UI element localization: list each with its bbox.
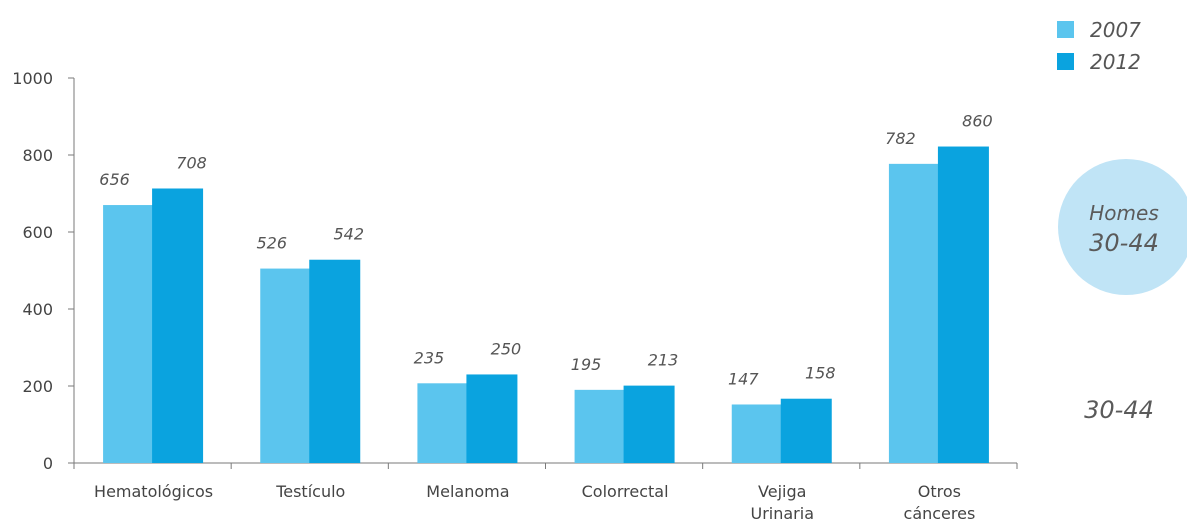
badge-circle [1058,159,1187,295]
data-label-2012: 213 [648,351,679,370]
y-tick-label: 0 [43,454,53,473]
bar-2012 [466,374,518,463]
x-category-label: Vejiga Urinaria [750,482,814,523]
badge-line1: Homes [1089,201,1158,225]
y-tick-label: 600 [22,223,53,242]
x-category-label: Testículo [275,482,345,501]
data-label-2007: 782 [885,129,916,148]
side-age-label: 30-44 [1084,396,1154,424]
y-tick-label: 800 [22,146,53,165]
bar-2007 [260,268,312,463]
chart-axes: 0 200 400 600 800 1000 Hematológicos Testículo M… [12,69,1018,523]
legend-label-2012: 2012 [1090,50,1141,74]
bar-2012 [309,259,361,463]
chart-legend: 2007 2012 [1057,18,1141,74]
x-category-label: Hematológicos [94,482,213,501]
x-category-label-line: Colorrectal [582,482,669,501]
x-category-label-line: cánceres [904,504,976,523]
data-label-2012: 158 [805,364,836,383]
data-label-2007: 195 [571,355,602,374]
data-label-2012: 250 [491,339,522,358]
x-category-label-line: Urinaria [750,504,814,523]
data-label-2012: 860 [962,112,993,131]
bar-2007 [574,389,626,463]
y-tick-label: 1000 [12,69,53,88]
x-category-label: Colorrectal [582,482,669,501]
data-label-2012: 542 [333,225,364,244]
x-category-label-line: Testículo [275,482,345,501]
bar-2012 [937,146,989,463]
legend-swatch-2012 [1057,53,1074,70]
data-label-2007: 147 [728,369,759,388]
x-category-label-line: Otros [918,482,961,501]
x-category-label-line: Melanoma [426,482,509,501]
x-category-label: Otros cánceres [904,482,976,523]
bar-2007 [888,163,940,464]
legend-label-2007: 2007 [1090,18,1141,42]
x-category-label: Melanoma [426,482,509,501]
chart-bars [103,146,989,464]
bar-2007 [417,383,469,463]
data-label-2007: 526 [256,234,287,253]
bar-2007 [103,205,155,464]
bar-2012 [623,385,675,463]
chart-data-labels: 656 526 235 195 147 782 708 542 250 213 158 860 [99,112,992,389]
x-category-label-line: Vejiga [758,482,806,501]
x-category-label-line: Hematológicos [94,482,213,501]
data-label-2012: 708 [176,153,207,172]
age-group-badge: Homes 30-44 [1058,159,1187,295]
data-label-2007: 235 [414,348,445,367]
bar-2007 [731,404,783,463]
y-tick-label: 400 [22,300,53,319]
y-tick-label: 200 [22,377,53,396]
badge-line2: 30-44 [1089,229,1159,257]
data-label-2007: 656 [99,170,130,189]
bar-2012 [152,188,204,463]
bar-2012 [780,398,832,463]
legend-swatch-2007 [1057,21,1074,38]
